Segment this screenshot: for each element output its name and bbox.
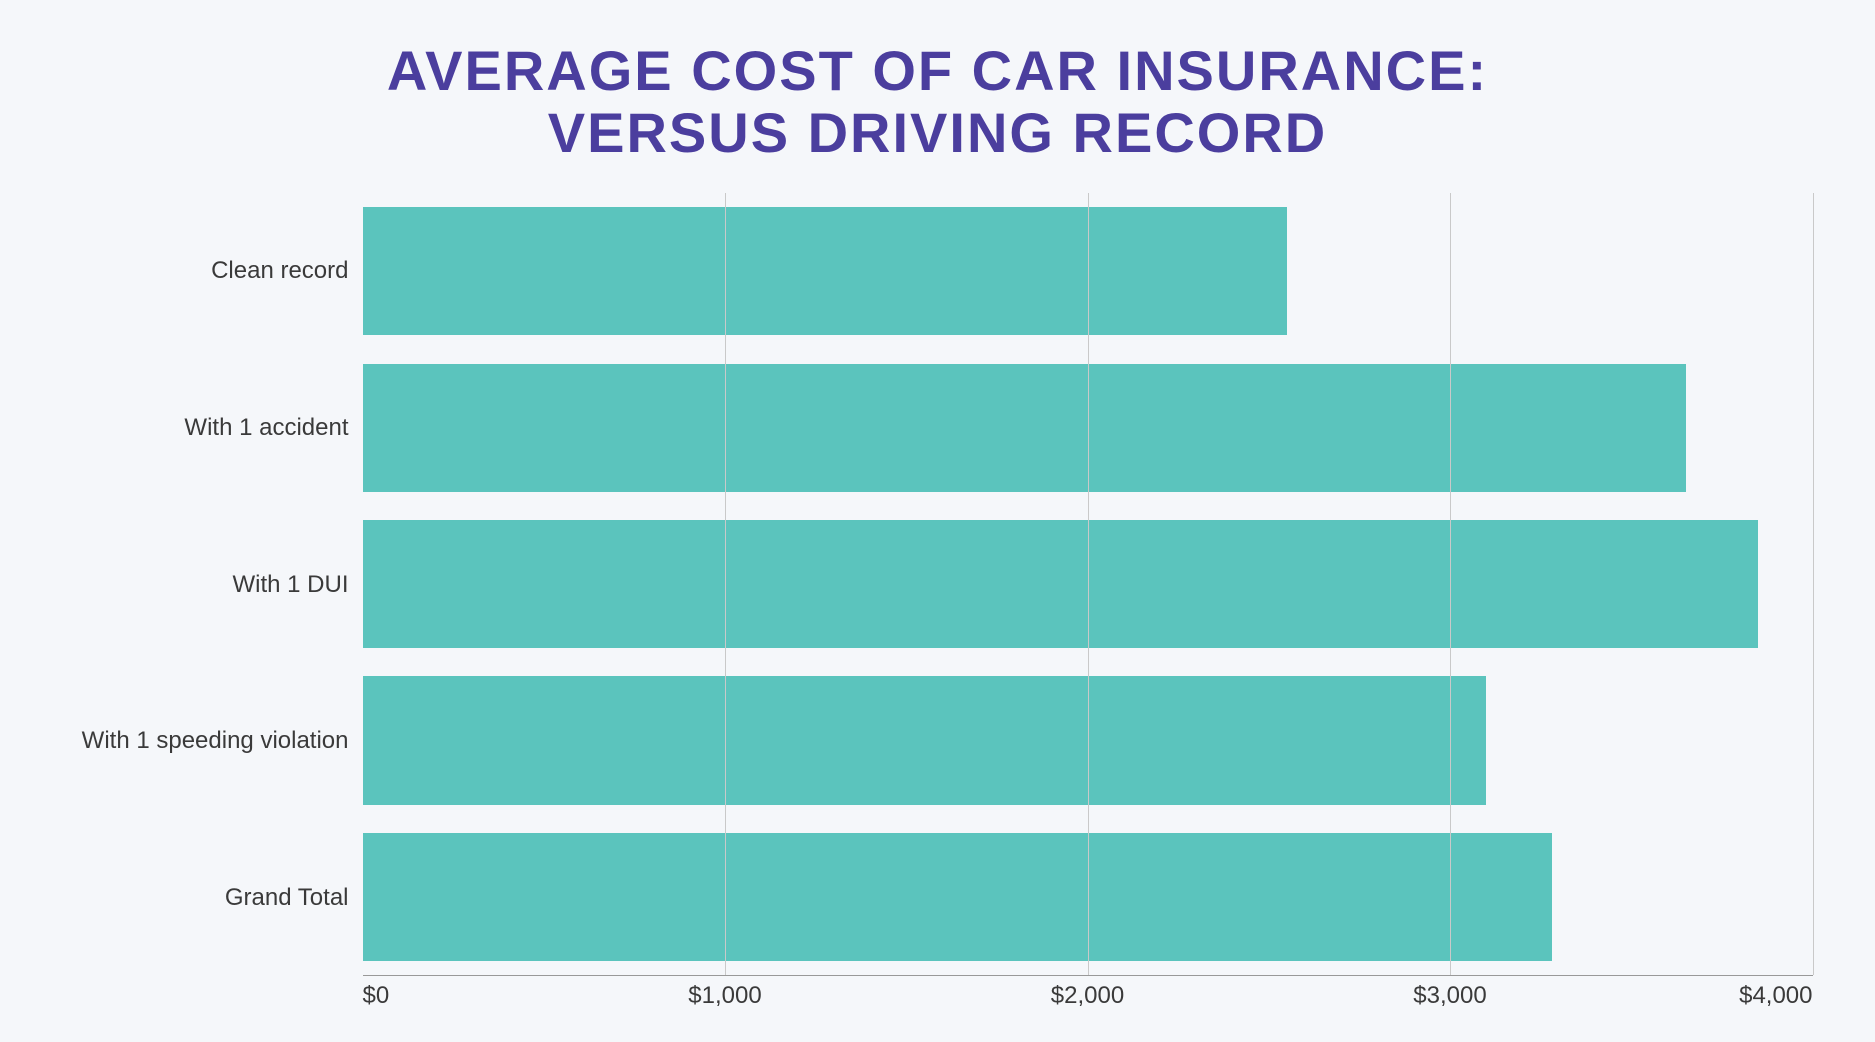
x-axis-spacer: [63, 982, 363, 1012]
y-axis-label: With 1 DUI: [63, 506, 349, 663]
x-axis: $0 $1,000 $2,000 $3,000 $4,000: [63, 982, 1813, 1012]
y-axis-label: With 1 accident: [63, 350, 349, 507]
y-axis-labels: Clean recordWith 1 accidentWith 1 DUIWit…: [63, 193, 363, 976]
bar: [363, 364, 1686, 492]
x-axis-tick: $2,000: [1051, 982, 1124, 1010]
chart-plot: Clean recordWith 1 accidentWith 1 DUIWit…: [63, 193, 1813, 976]
bars-container: [363, 193, 1813, 976]
y-axis-label: Grand Total: [63, 819, 349, 976]
y-axis-label: Clean record: [63, 193, 349, 350]
gridline: [1813, 193, 1814, 975]
y-axis-label: With 1 speeding violation: [63, 663, 349, 820]
bar: [363, 676, 1487, 804]
x-axis-tick: $0: [363, 982, 390, 1010]
gridline: [725, 193, 726, 975]
bar: [363, 833, 1552, 961]
gridline: [1088, 193, 1089, 975]
chart-title-line2: Versus Driving Record: [387, 102, 1488, 164]
x-axis-tick: $1,000: [688, 982, 761, 1010]
x-axis-tick: $4,000: [1739, 982, 1812, 1010]
gridline: [1450, 193, 1451, 975]
chart-title-line1: Average Cost of Car Insurance:: [387, 40, 1488, 102]
bar: [363, 207, 1287, 335]
x-axis-ticks: $0 $1,000 $2,000 $3,000 $4,000: [363, 982, 1813, 1012]
chart-area: Clean recordWith 1 accidentWith 1 DUIWit…: [63, 193, 1813, 1012]
x-axis-tick: $3,000: [1413, 982, 1486, 1010]
chart-title: Average Cost of Car Insurance: Versus Dr…: [387, 40, 1488, 163]
bar: [363, 520, 1759, 648]
